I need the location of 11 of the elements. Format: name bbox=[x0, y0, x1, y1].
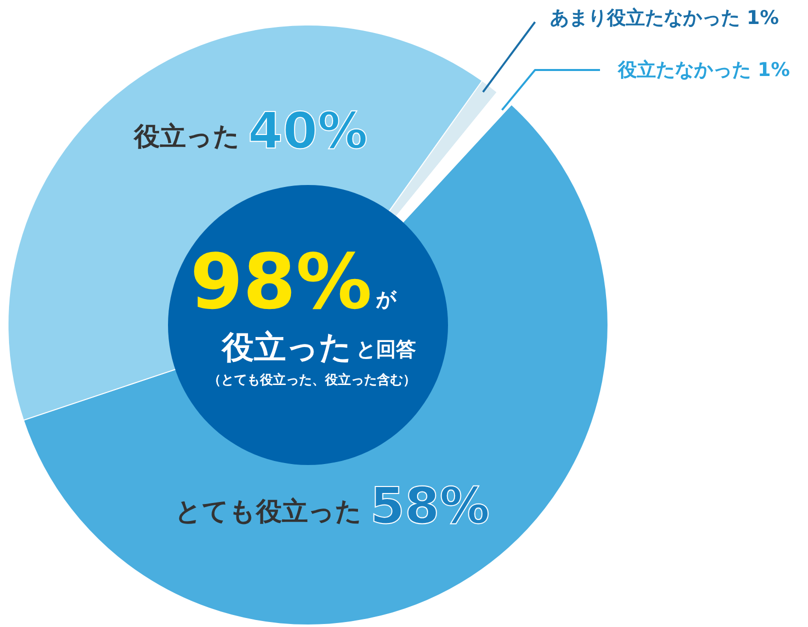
slice-label: とても役立った bbox=[175, 497, 362, 527]
slice-label: あまり役立たなかった 1% bbox=[550, 7, 779, 29]
text: （とても役立った、役立った含む） bbox=[208, 372, 416, 388]
slice-label: 役立たなかった 1% bbox=[617, 59, 790, 81]
text: 役立った bbox=[221, 328, 352, 366]
data-label: 40% bbox=[248, 102, 368, 160]
text: が bbox=[375, 287, 397, 311]
slice-label: 役立った bbox=[133, 122, 240, 152]
text: と回答 bbox=[356, 337, 416, 361]
data-label: 58% bbox=[370, 477, 490, 535]
text: 98% bbox=[190, 237, 372, 326]
